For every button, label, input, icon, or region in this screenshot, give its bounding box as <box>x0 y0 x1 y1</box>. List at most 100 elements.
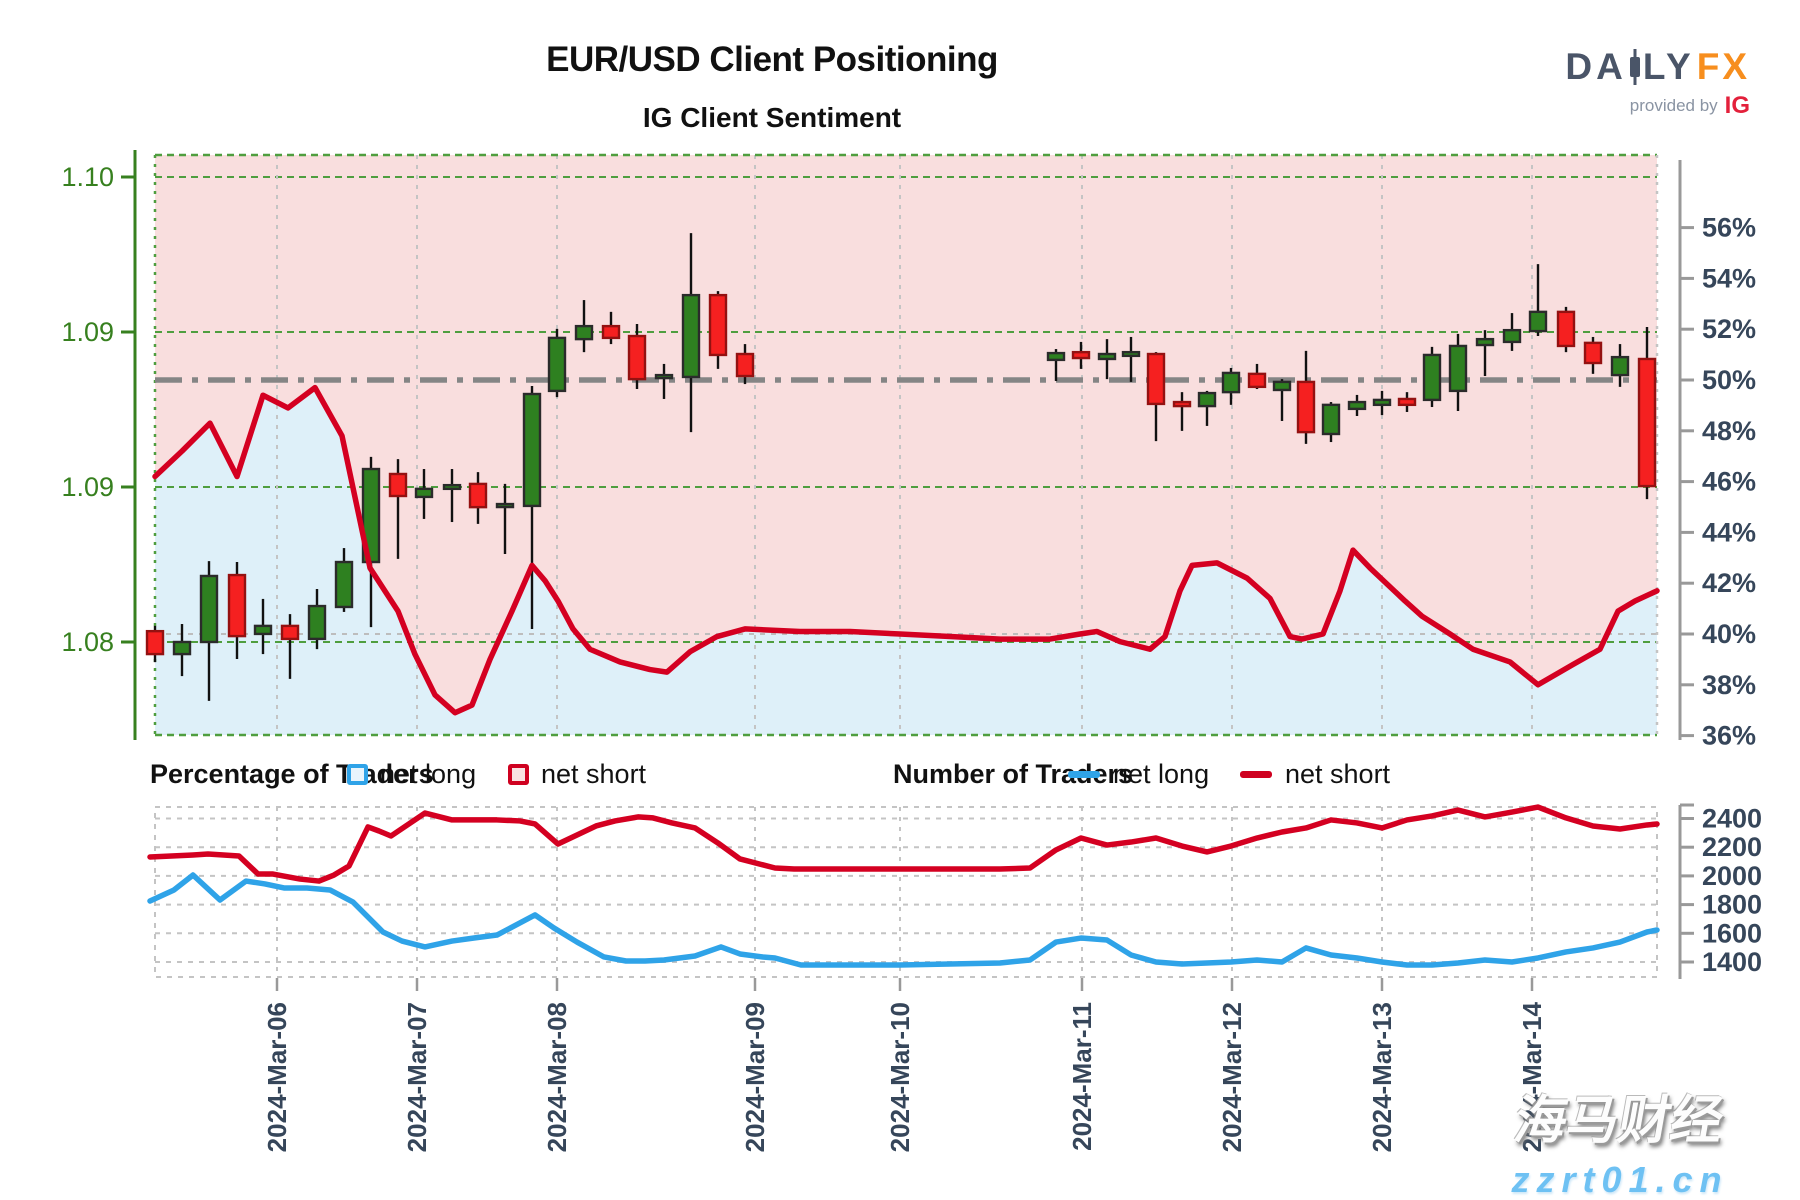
title-block: EUR/USD Client Positioning IG Client Sen… <box>272 40 1272 134</box>
svg-text:2024-Mar-06: 2024-Mar-06 <box>262 1002 292 1152</box>
candle-up <box>1347 400 1367 411</box>
legend-num-net-long: net long <box>1068 757 1209 791</box>
candle-down <box>1296 380 1316 434</box>
candlestick-icon <box>1629 49 1640 85</box>
candle-down <box>735 352 755 378</box>
date-axis: 2024-Mar-06 2024-Mar-07 2024-Mar-08 2024-Ma… <box>262 978 1547 1152</box>
svg-text:2024-Mar-08: 2024-Mar-08 <box>542 1002 572 1152</box>
svg-text:1.10: 1.10 <box>61 162 114 192</box>
candle-up <box>1475 337 1495 347</box>
candle-up <box>1121 350 1141 358</box>
legend-percentage-title: Percentage of Traders <box>150 758 434 789</box>
svg-text:40%: 40% <box>1702 619 1756 649</box>
dailyfx-wordmark: DA LY FX <box>1490 46 1750 88</box>
candle-down <box>708 293 728 357</box>
net-short-area <box>155 155 1657 713</box>
candle-down <box>627 334 647 381</box>
logo-text-da: DA <box>1565 46 1627 87</box>
candle-down <box>280 624 300 641</box>
svg-text:38%: 38% <box>1702 670 1756 700</box>
candle-down <box>1637 357 1657 488</box>
candle-up <box>681 293 701 379</box>
candle-down <box>1247 372 1267 389</box>
svg-text:52%: 52% <box>1702 314 1756 344</box>
candle-up <box>414 487 434 499</box>
svg-text:2400: 2400 <box>1702 804 1762 834</box>
candle-up <box>1046 351 1066 362</box>
svg-text:1400: 1400 <box>1702 947 1762 977</box>
candle-down <box>1583 341 1603 365</box>
sentiment-axis: 56% 54% 52% 50% 48% 46% 44% 42% 40% 38% 36% <box>1678 160 1756 751</box>
svg-text:1600: 1600 <box>1702 918 1762 948</box>
svg-text:1.09: 1.09 <box>61 472 114 502</box>
candle-up <box>654 373 674 380</box>
candle-up <box>1097 352 1117 361</box>
candle-down <box>145 629 165 656</box>
candle-up <box>1197 391 1217 408</box>
net-short-pct-line <box>152 384 1660 716</box>
svg-text:46%: 46% <box>1702 467 1756 497</box>
candle-up <box>199 574 219 644</box>
svg-text:2024-Mar-09: 2024-Mar-09 <box>740 1002 770 1152</box>
candle-down <box>601 324 621 340</box>
candle-down <box>468 482 488 509</box>
svg-text:2024-Mar-12: 2024-Mar-12 <box>1217 1002 1247 1152</box>
svg-text:50%: 50% <box>1702 365 1756 395</box>
legend-num-net-short: net short <box>1240 757 1390 791</box>
candle-up <box>1221 371 1241 394</box>
candle-up <box>253 624 273 636</box>
svg-text:2024-Mar-10: 2024-Mar-10 <box>885 1002 915 1152</box>
dailyfx-logo: DA LY FX provided by IG <box>1490 46 1750 120</box>
traders-net-short-line <box>147 804 1660 884</box>
candle-up <box>1610 355 1630 377</box>
page-title: EUR/USD Client Positioning <box>546 40 998 79</box>
traders-net-long-line <box>147 872 1660 968</box>
svg-text:1800: 1800 <box>1702 890 1762 920</box>
logo-text-fx: FX <box>1696 46 1750 87</box>
net-short-swatch-icon <box>508 763 529 785</box>
chart-subtitle: IG Client Sentiment <box>642 102 902 133</box>
net-long-line-icon <box>1068 770 1100 778</box>
candle-up <box>522 392 542 508</box>
candle-up <box>574 324 594 341</box>
candle-up <box>334 560 354 609</box>
candle-up <box>1528 310 1548 333</box>
legend-pct-net-short: net short <box>508 757 646 791</box>
candle-down <box>1397 397 1417 407</box>
svg-text:2024-Mar-11: 2024-Mar-11 <box>1067 1002 1097 1151</box>
svg-text:2024-Mar-13: 2024-Mar-13 <box>1367 1002 1397 1152</box>
candle-down <box>388 472 408 498</box>
svg-text:56%: 56% <box>1702 213 1756 243</box>
price-sentiment-chart: 1.10 1.09 1.09 1.08 56% 54% 52% 50% 48% 46% 44% 42%… <box>61 150 1756 977</box>
net-short-line-icon <box>1240 770 1272 778</box>
candle-up <box>1372 398 1392 407</box>
svg-text:2024-Mar-14: 2024-Mar-14 <box>1517 1001 1547 1152</box>
ig-logo: IG <box>1724 92 1750 119</box>
candle-up <box>495 502 515 509</box>
candle-down <box>1172 400 1192 408</box>
candle-up <box>442 483 462 491</box>
candle-down <box>227 573 247 638</box>
svg-text:2024-Mar-07: 2024-Mar-07 <box>402 1002 432 1152</box>
svg-text:1.08: 1.08 <box>61 627 114 657</box>
candle-up <box>1502 328 1522 344</box>
svg-text:42%: 42% <box>1702 568 1756 598</box>
svg-text:44%: 44% <box>1702 517 1756 547</box>
svg-text:2000: 2000 <box>1702 861 1762 891</box>
candle-up <box>1448 344 1468 393</box>
net-long-swatch-icon <box>347 763 368 785</box>
svg-text:36%: 36% <box>1702 721 1756 751</box>
candle-down <box>1071 350 1091 360</box>
svg-text:48%: 48% <box>1702 416 1756 446</box>
candle-up <box>172 640 192 656</box>
candle-up <box>1321 403 1341 436</box>
candle-down <box>1556 310 1576 348</box>
legend-pct-net-long: net long <box>347 757 476 791</box>
candle-up <box>1272 380 1292 392</box>
candle-up <box>547 336 567 393</box>
svg-text:2200: 2200 <box>1702 832 1762 862</box>
candle-up <box>1422 353 1442 402</box>
